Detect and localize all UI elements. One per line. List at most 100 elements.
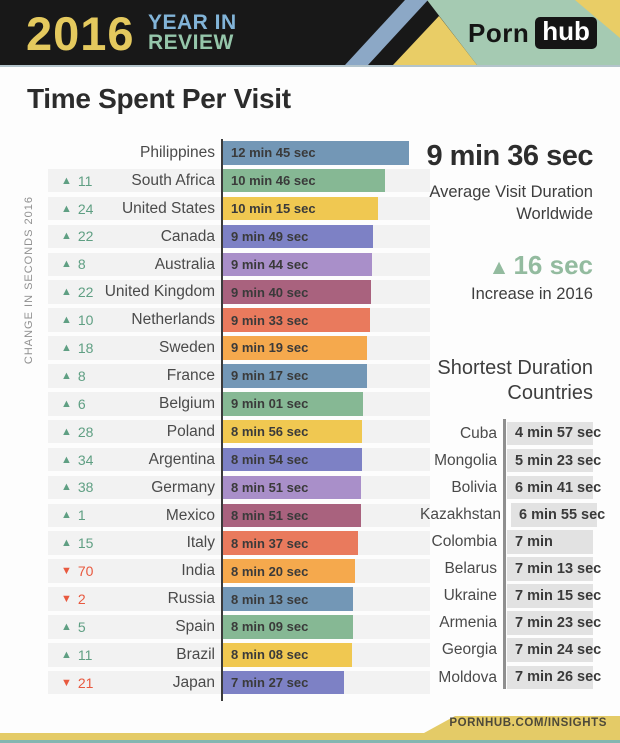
shortest-duration-value: 7 min 23 sec: [507, 611, 601, 635]
chart-row: ▲ 38 Germany 8 min 51 sec: [48, 475, 430, 500]
up-triangle-icon: ▲: [61, 453, 72, 466]
bar-track: 10 min 15 sec: [222, 196, 430, 221]
duration-bar: 10 min 46 sec: [223, 168, 385, 193]
country-label: Belgium: [159, 395, 215, 413]
chart-row: ▲ 11 Brazil 8 min 08 sec: [48, 643, 430, 667]
up-triangle-icon: ▲: [61, 425, 72, 438]
change-seconds-value: 21: [77, 674, 94, 691]
duration-label: 9 min 17 sec: [231, 368, 309, 384]
change-seconds-value: 24: [77, 200, 94, 217]
brand-part-porn: Porn: [468, 17, 530, 48]
shortest-country-label: Kazakhstan: [420, 506, 501, 523]
country-label: France: [166, 367, 215, 385]
up-triangle-icon: ▲: [61, 509, 72, 522]
year-logo: 2016: [26, 7, 135, 60]
change-seconds-value: 34: [77, 451, 94, 468]
shortest-row: Georgia 7 min 24 sec: [420, 638, 601, 662]
footer-banner-decoration: [0, 716, 620, 743]
up-triangle-icon: ▲: [61, 341, 72, 354]
change-seconds-value: 2: [77, 591, 86, 607]
country-label: Russia: [167, 590, 215, 608]
duration-label: 9 min 49 sec: [231, 228, 309, 244]
chart-row: ▲ 22 United Kingdom 9 min 40 sec: [48, 280, 430, 304]
change-indicator: ▲ 11: [48, 643, 104, 667]
shortest-row: Ukraine 7 min 15 sec: [420, 584, 601, 608]
change-indicator: ▲ 22: [48, 225, 104, 249]
shortest-duration-value: 6 min 55 sec: [511, 503, 605, 527]
up-triangle-icon: ▲: [61, 314, 72, 327]
bar-track: 9 min 01 sec: [222, 392, 430, 416]
duration-label: 8 min 56 sec: [231, 424, 309, 440]
change-seconds-value: 18: [77, 339, 94, 356]
shortest-duration-value: 4 min 57 sec: [507, 421, 601, 446]
chart-row: ▲ 28 Poland 8 min 56 sec: [48, 419, 430, 444]
change-indicator: ▼ 70: [48, 559, 104, 583]
bar-track: 9 min 19 sec: [222, 336, 430, 360]
shortest-country-label: Belarus: [444, 560, 497, 578]
up-triangle-icon: ▲: [61, 286, 72, 299]
shortest-row: Mongolia 5 min 23 sec: [420, 448, 601, 473]
country-label: Spain: [175, 618, 215, 636]
duration-bar: 8 min 37 sec: [223, 531, 359, 555]
chart-row: ▲ 34 Argentina 8 min 54 sec: [48, 447, 430, 472]
chart-row: ▲ 1 Mexico 8 min 51 sec: [48, 503, 430, 528]
duration-label: 9 min 44 sec: [231, 256, 309, 272]
chart-row: ▲ 6 Belgium 9 min 01 sec: [48, 392, 430, 416]
bar-track: 8 min 54 sec: [222, 447, 430, 472]
change-axis-label: CHANGE IN SECONDS 2016: [23, 195, 35, 365]
change-seconds-value: 11: [77, 646, 93, 663]
shortest-duration-value: 6 min 41 sec: [507, 475, 601, 500]
bar-track: 8 min 56 sec: [222, 419, 430, 444]
duration-bar: 9 min 33 sec: [223, 308, 370, 332]
change-indicator: ▼ 21: [48, 671, 104, 695]
country-label: Mexico: [165, 506, 215, 524]
chart-row: ▲ 8 Australia 9 min 44 sec: [48, 252, 430, 277]
country-label: Australia: [154, 255, 215, 273]
shortest-country-label: Armenia: [439, 614, 497, 632]
shortest-duration-heading: Shortest Duration Countries: [437, 356, 593, 405]
duration-bar: 8 min 20 sec: [223, 559, 355, 583]
bar-track: 10 min 46 sec: [222, 168, 430, 193]
bar-track: 9 min 44 sec: [222, 252, 430, 277]
bar-track: 8 min 20 sec: [222, 559, 430, 583]
up-triangle-icon: ▲: [61, 369, 72, 382]
bar-track: 9 min 40 sec: [222, 280, 430, 304]
bar-track: 8 min 08 sec: [222, 643, 430, 667]
change-seconds-value: 22: [77, 228, 94, 245]
duration-bar: 9 min 19 sec: [223, 336, 367, 360]
chart-row: ▲ 5 Spain 8 min 09 sec: [48, 615, 430, 639]
change-indicator: ▲ 8: [48, 364, 104, 388]
change-indicator: [48, 141, 104, 165]
up-triangle-icon: ▲: [61, 202, 72, 215]
chart-baseline-axis: [220, 139, 223, 701]
increase-value: ▲ 16 sec: [488, 249, 593, 280]
duration-label: 10 min 15 sec: [231, 201, 316, 217]
country-label: United States: [121, 199, 215, 217]
duration-bar: 8 min 56 sec: [223, 419, 363, 444]
change-seconds-value: 15: [77, 535, 94, 552]
up-triangle-icon: ▲: [61, 230, 72, 243]
duration-label: 9 min 19 sec: [231, 340, 309, 356]
duration-label: 10 min 46 sec: [231, 173, 316, 189]
up-triangle-icon: ▲: [61, 620, 72, 633]
duration-bar: 8 min 51 sec: [223, 503, 362, 528]
duration-bar: 8 min 08 sec: [223, 643, 353, 667]
duration-label: 8 min 20 sec: [231, 563, 309, 579]
change-seconds-value: 5: [77, 618, 86, 635]
change-indicator: ▲ 15: [48, 531, 104, 555]
duration-label: 8 min 37 sec: [231, 535, 309, 551]
change-indicator: ▲ 1: [48, 504, 104, 528]
header-banner: 2016 YEAR IN REVIEW Porn hub: [0, 0, 620, 65]
change-indicator: ▲ 28: [48, 420, 104, 444]
duration-bar: 9 min 49 sec: [223, 224, 373, 249]
shortest-duration-value: 5 min 23 sec: [507, 448, 601, 473]
bar-track: 12 min 45 sec: [222, 141, 430, 165]
down-triangle-icon: ▼: [61, 676, 72, 689]
duration-bar: 9 min 40 sec: [223, 280, 372, 304]
change-indicator: ▲ 10: [48, 308, 104, 332]
shortest-country-label: Georgia: [441, 641, 497, 659]
shortest-row: Kazakhstan 6 min 55 sec: [420, 503, 605, 527]
down-triangle-icon: ▼: [61, 593, 72, 605]
average-duration-value: 9 min 36 sec: [426, 140, 594, 172]
